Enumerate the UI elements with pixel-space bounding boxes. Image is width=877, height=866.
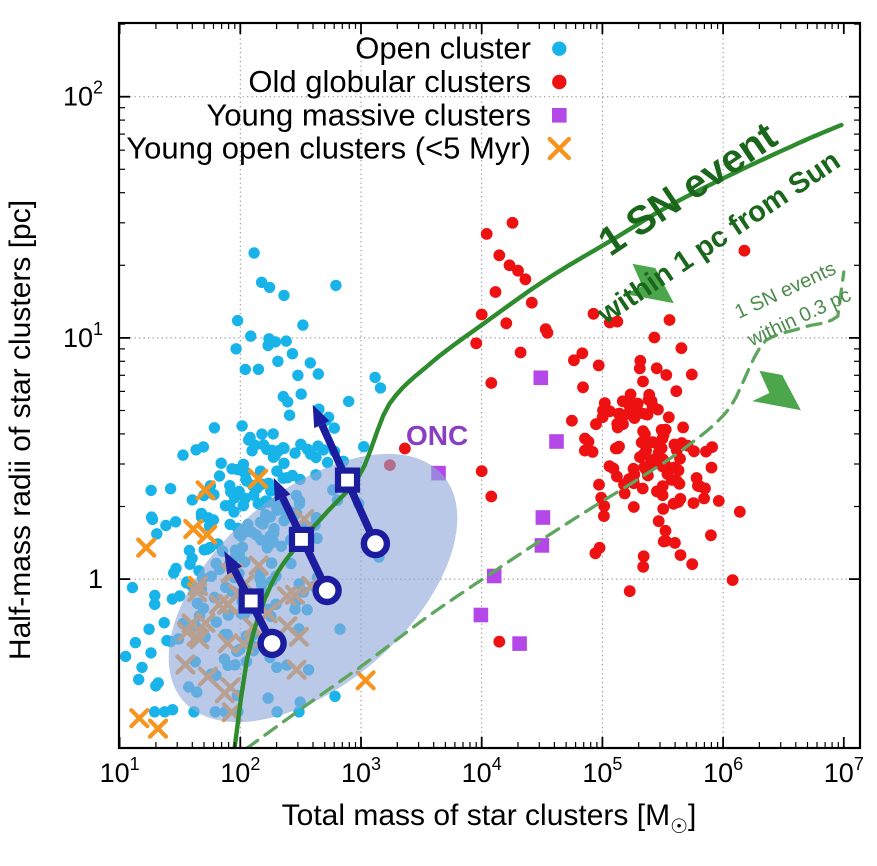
- svg-text:Young open clusters (<5 Myr): Young open clusters (<5 Myr): [126, 131, 531, 166]
- svg-text:Young massive clusters: Young massive clusters: [206, 97, 531, 132]
- svg-text:Half-mass radii of star cluste: Half-mass radii of star clusters [pc]: [4, 200, 37, 660]
- svg-text:Open cluster: Open cluster: [355, 31, 531, 66]
- svg-text:Old globular clusters: Old globular clusters: [248, 64, 531, 99]
- svg-text:ONC: ONC: [406, 420, 468, 451]
- svg-text:1: 1: [88, 564, 103, 594]
